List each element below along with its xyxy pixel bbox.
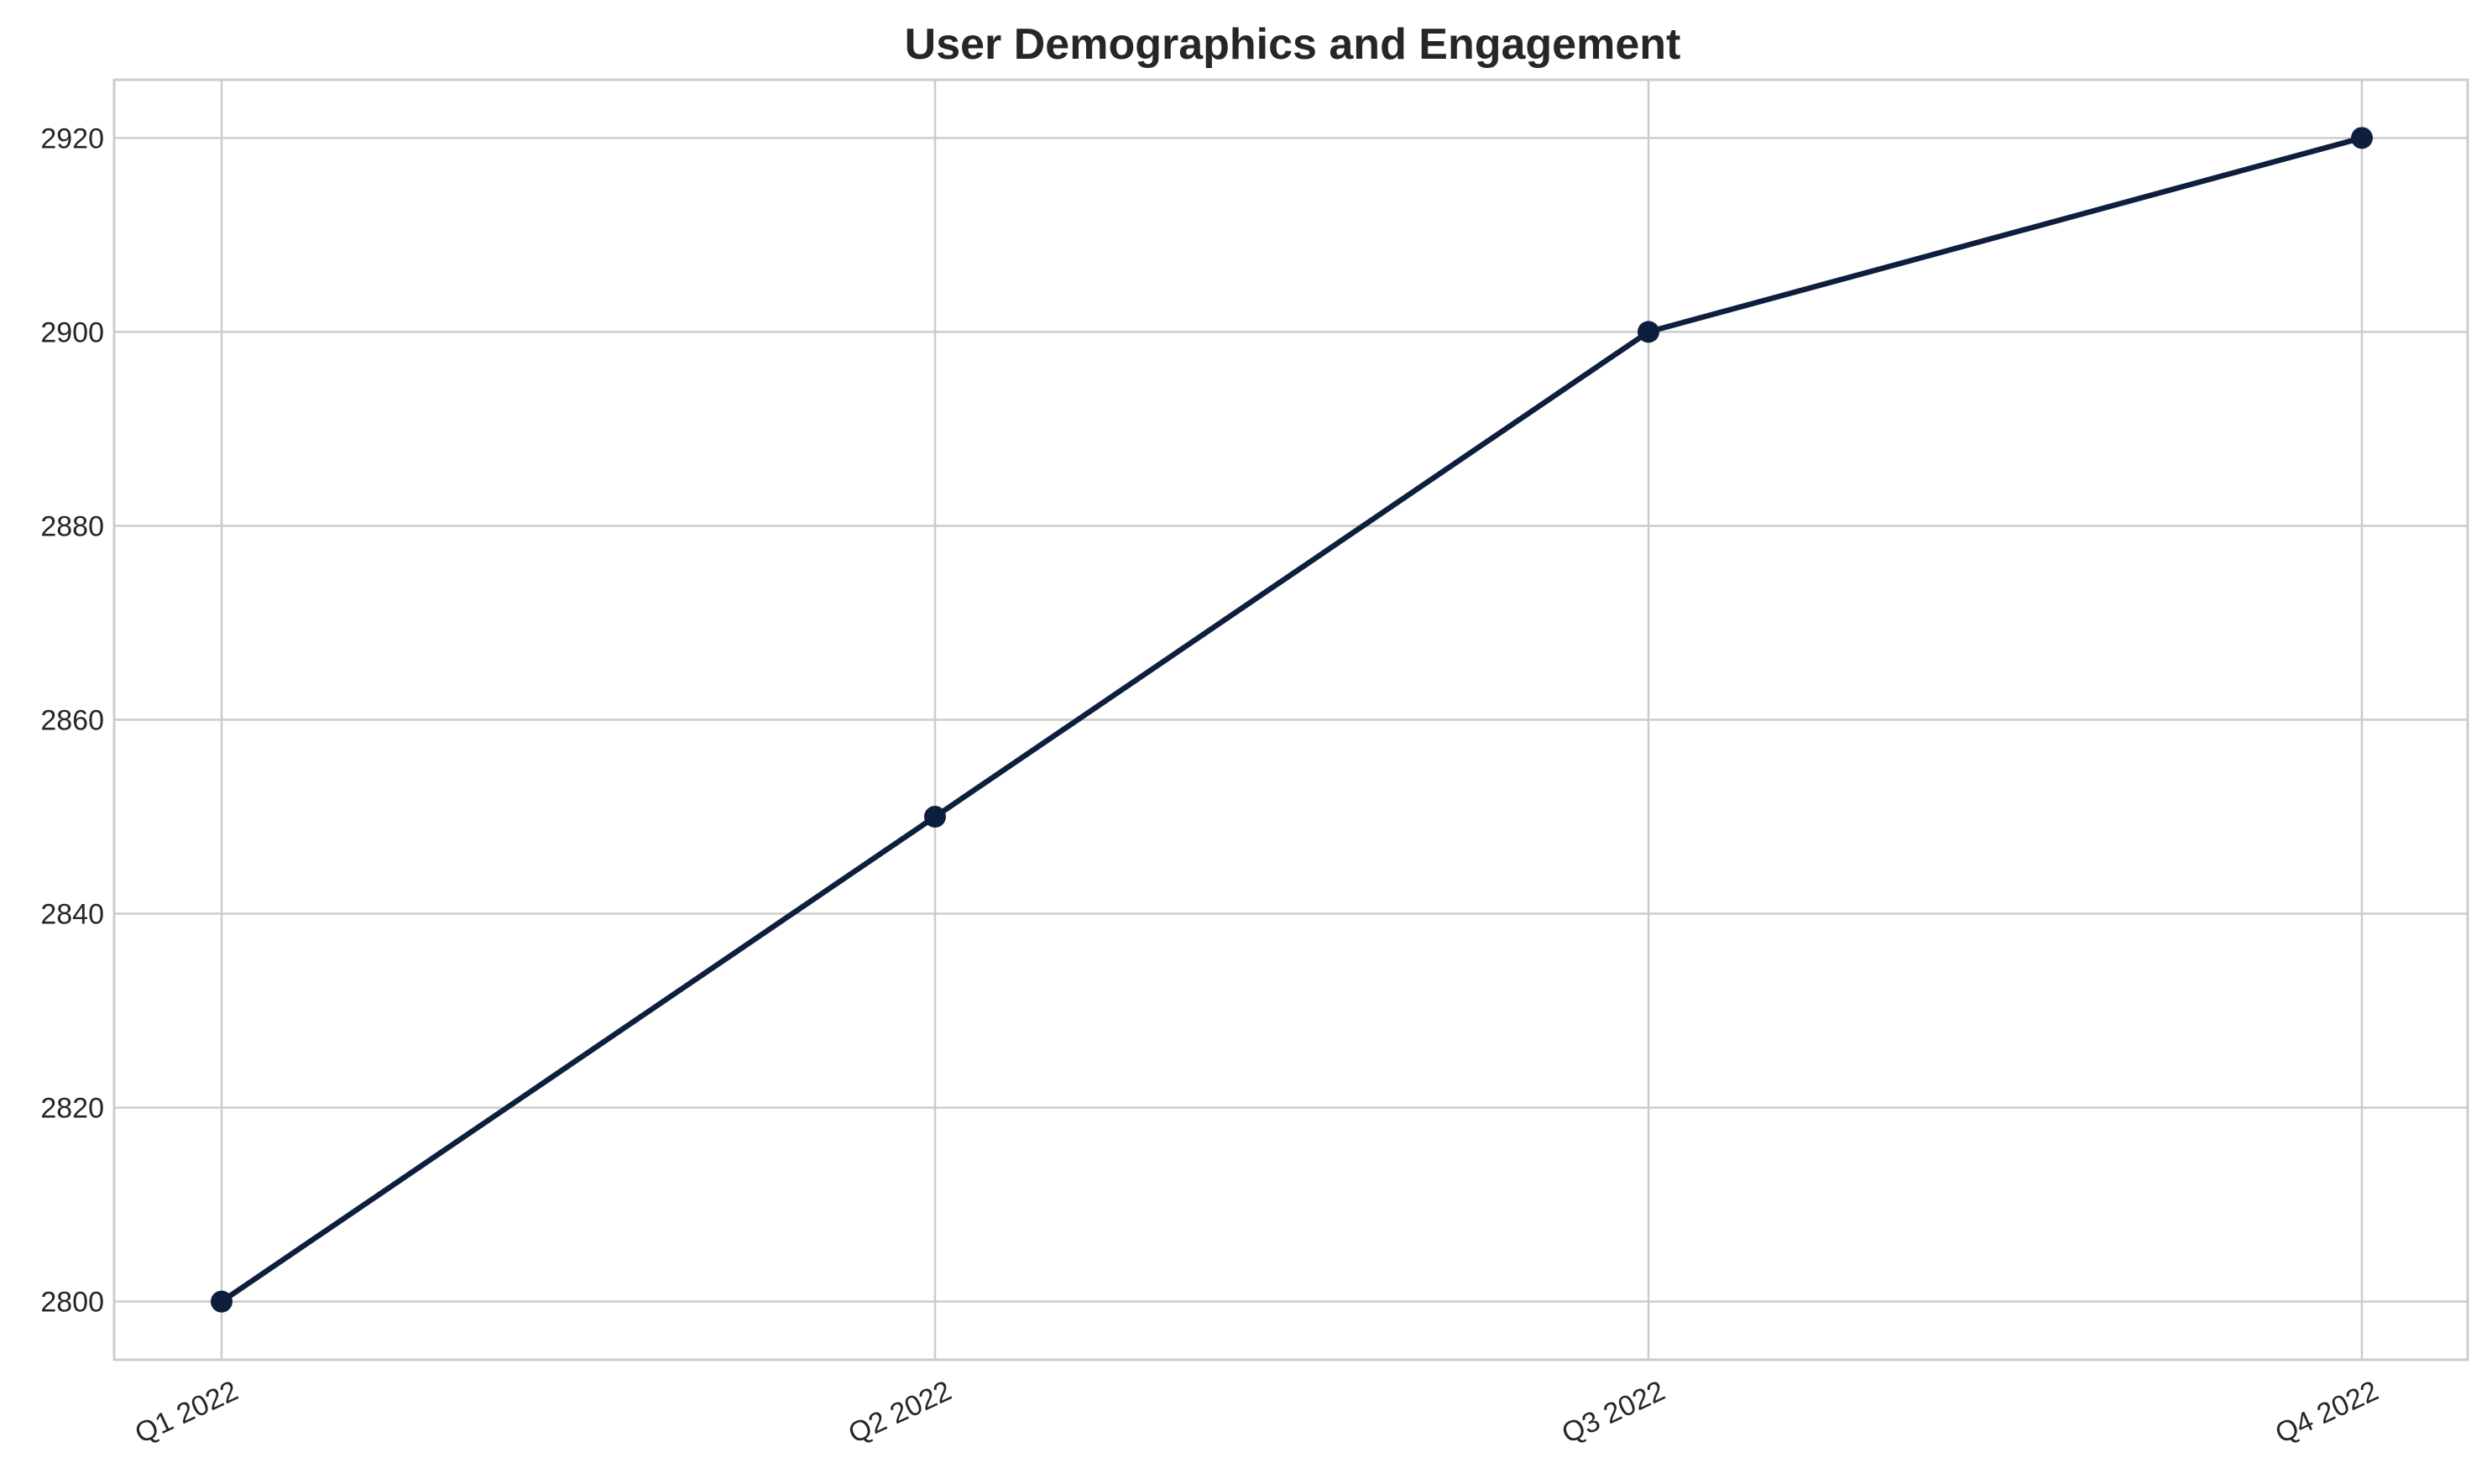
series-line xyxy=(218,135,2365,1304)
chart-title: User Demographics and Engagement xyxy=(905,20,1681,69)
x-axis-ticks: Q1 2022 Q2 2022 Q3 2022 Q4 2022 xyxy=(130,1375,2383,1450)
x-tick-label: Q1 2022 xyxy=(130,1375,243,1450)
y-tick-label: 2820 xyxy=(40,1093,104,1125)
plot-area-frame xyxy=(112,78,2469,1361)
x-tick-label: Q4 2022 xyxy=(2270,1375,2383,1450)
y-tick-label: 2800 xyxy=(40,1287,104,1319)
grid xyxy=(114,80,2468,1360)
y-tick-label: 2840 xyxy=(40,899,104,931)
y-axis-ticks: 2800 2820 2840 2860 2880 2900 2920 xyxy=(40,123,104,1318)
y-tick-label: 2880 xyxy=(40,510,104,542)
data-point-marker xyxy=(924,806,946,828)
y-tick-label: 2920 xyxy=(40,123,104,154)
y-tick-label: 2860 xyxy=(40,705,104,737)
x-tick-label: Q3 2022 xyxy=(1557,1375,1669,1450)
data-point-marker xyxy=(2351,127,2373,149)
y-tick-label: 2900 xyxy=(40,316,104,348)
data-point-marker xyxy=(211,1290,232,1313)
data-point-marker xyxy=(1638,321,1659,343)
x-tick-label: Q2 2022 xyxy=(844,1375,956,1450)
series-layer xyxy=(211,127,2373,1313)
